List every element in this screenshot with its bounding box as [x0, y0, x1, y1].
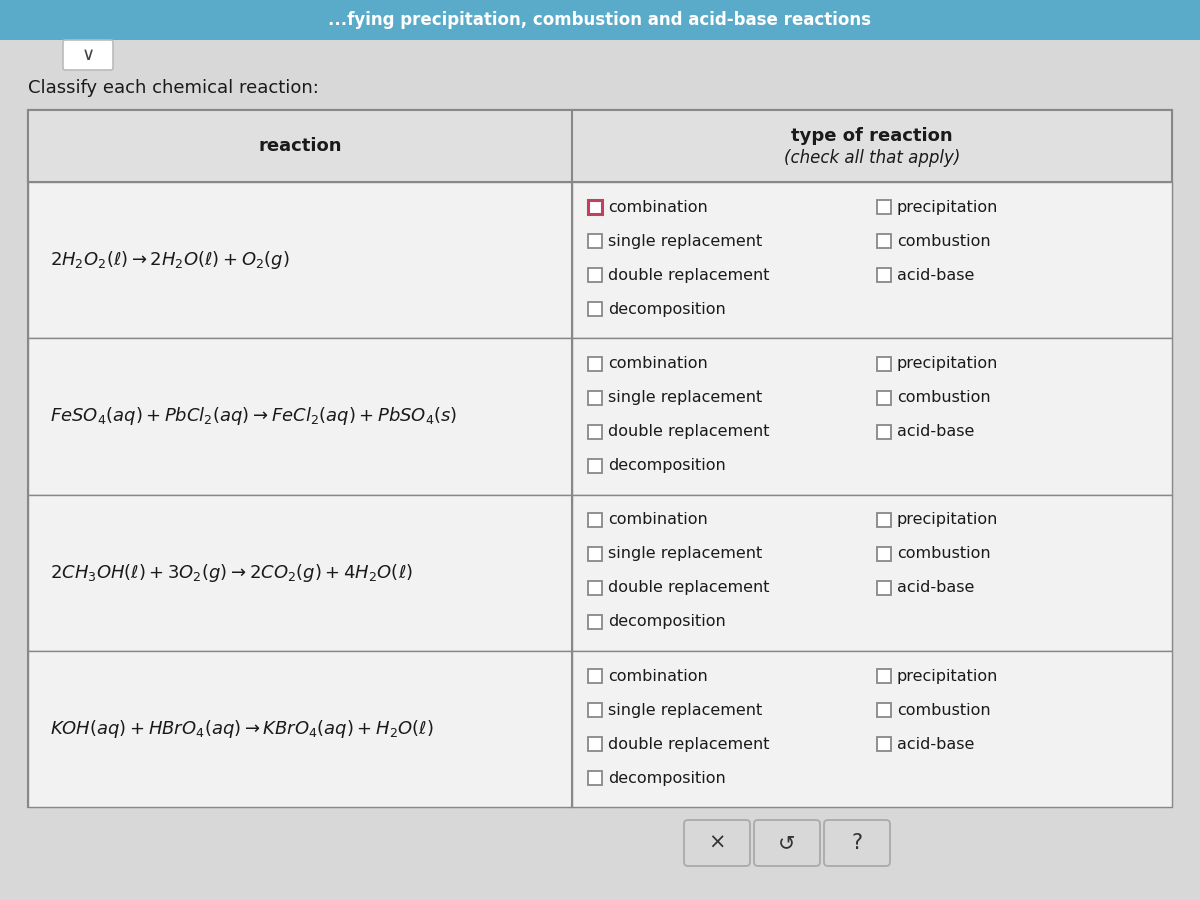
Text: combustion: combustion — [898, 234, 991, 249]
Bar — [28, 110, 1172, 182]
Bar — [588, 391, 602, 405]
Bar — [877, 737, 890, 751]
Bar — [877, 580, 890, 595]
FancyBboxPatch shape — [684, 820, 750, 866]
Text: combustion: combustion — [898, 703, 991, 717]
Text: precipitation: precipitation — [898, 356, 998, 371]
Text: combination: combination — [608, 512, 708, 527]
Text: precipitation: precipitation — [898, 512, 998, 527]
Bar — [28, 182, 572, 338]
Text: decomposition: decomposition — [608, 458, 726, 473]
Text: double replacement: double replacement — [608, 737, 769, 751]
Bar — [588, 356, 602, 371]
Text: acid-base: acid-base — [898, 424, 974, 439]
Bar — [588, 268, 602, 283]
Text: combination: combination — [608, 669, 708, 684]
Bar — [877, 513, 890, 527]
Bar — [588, 459, 602, 472]
Bar — [877, 391, 890, 405]
Bar — [588, 201, 602, 214]
Bar — [28, 651, 572, 807]
Bar — [588, 771, 602, 785]
FancyBboxPatch shape — [754, 820, 820, 866]
Bar — [28, 110, 1172, 807]
Text: ∨: ∨ — [82, 46, 95, 64]
Text: acid-base: acid-base — [898, 268, 974, 283]
Text: combination: combination — [608, 356, 708, 371]
Text: $2CH_3OH(\ell) + 3O_2(g) \rightarrow 2CO_2(g) + 4H_2O(\ell)$: $2CH_3OH(\ell) + 3O_2(g) \rightarrow 2CO… — [50, 562, 413, 583]
Bar — [28, 494, 572, 651]
Text: ↺: ↺ — [779, 833, 796, 853]
Bar — [877, 547, 890, 561]
Text: double replacement: double replacement — [608, 268, 769, 283]
Bar — [572, 651, 1172, 807]
Bar — [877, 425, 890, 438]
Bar — [572, 182, 1172, 338]
Text: decomposition: decomposition — [608, 615, 726, 629]
Bar — [588, 580, 602, 595]
Text: (check all that apply): (check all that apply) — [784, 149, 960, 167]
Bar — [588, 234, 602, 248]
Text: decomposition: decomposition — [608, 302, 726, 317]
FancyBboxPatch shape — [64, 40, 113, 70]
Bar — [588, 302, 602, 317]
FancyBboxPatch shape — [824, 820, 890, 866]
Bar — [588, 737, 602, 751]
Text: single replacement: single replacement — [608, 391, 762, 405]
Text: combination: combination — [608, 200, 708, 215]
Text: combustion: combustion — [898, 546, 991, 562]
Text: single replacement: single replacement — [608, 703, 762, 717]
Bar — [588, 703, 602, 717]
Text: combustion: combustion — [898, 391, 991, 405]
Text: $FeSO_4(aq) + PbCl_2(aq) \rightarrow FeCl_2(aq) + PbSO_4(s)$: $FeSO_4(aq) + PbCl_2(aq) \rightarrow FeC… — [50, 405, 457, 428]
Bar — [588, 425, 602, 438]
Text: ?: ? — [852, 833, 863, 853]
Bar — [588, 615, 602, 629]
Bar — [572, 494, 1172, 651]
Bar — [877, 703, 890, 717]
Text: acid-base: acid-base — [898, 580, 974, 596]
Bar — [877, 268, 890, 283]
Bar — [588, 513, 602, 527]
Text: single replacement: single replacement — [608, 546, 762, 562]
Bar — [877, 201, 890, 214]
Bar — [28, 338, 572, 494]
Text: Classify each chemical reaction:: Classify each chemical reaction: — [28, 79, 319, 97]
Bar — [877, 234, 890, 248]
Text: double replacement: double replacement — [608, 424, 769, 439]
Text: precipitation: precipitation — [898, 200, 998, 215]
Text: reaction: reaction — [258, 137, 342, 155]
Text: $2H_2O_2(\ell) \rightarrow 2H_2O(\ell) + O_2(g)$: $2H_2O_2(\ell) \rightarrow 2H_2O(\ell) +… — [50, 249, 289, 271]
Text: double replacement: double replacement — [608, 580, 769, 596]
Text: ×: × — [708, 833, 726, 853]
Text: decomposition: decomposition — [608, 770, 726, 786]
Bar — [588, 670, 602, 683]
Text: type of reaction: type of reaction — [791, 127, 953, 145]
Bar — [0, 0, 1200, 40]
Bar — [588, 547, 602, 561]
Bar — [877, 356, 890, 371]
Text: single replacement: single replacement — [608, 234, 762, 249]
Text: precipitation: precipitation — [898, 669, 998, 684]
Bar — [877, 670, 890, 683]
Text: $KOH(aq) + HBrO_4(aq) \rightarrow KBrO_4(aq) + H_2O(\ell)$: $KOH(aq) + HBrO_4(aq) \rightarrow KBrO_4… — [50, 718, 433, 740]
Bar — [572, 338, 1172, 494]
Text: ...fying precipitation, combustion and acid-base reactions: ...fying precipitation, combustion and a… — [329, 11, 871, 29]
Text: acid-base: acid-base — [898, 737, 974, 751]
